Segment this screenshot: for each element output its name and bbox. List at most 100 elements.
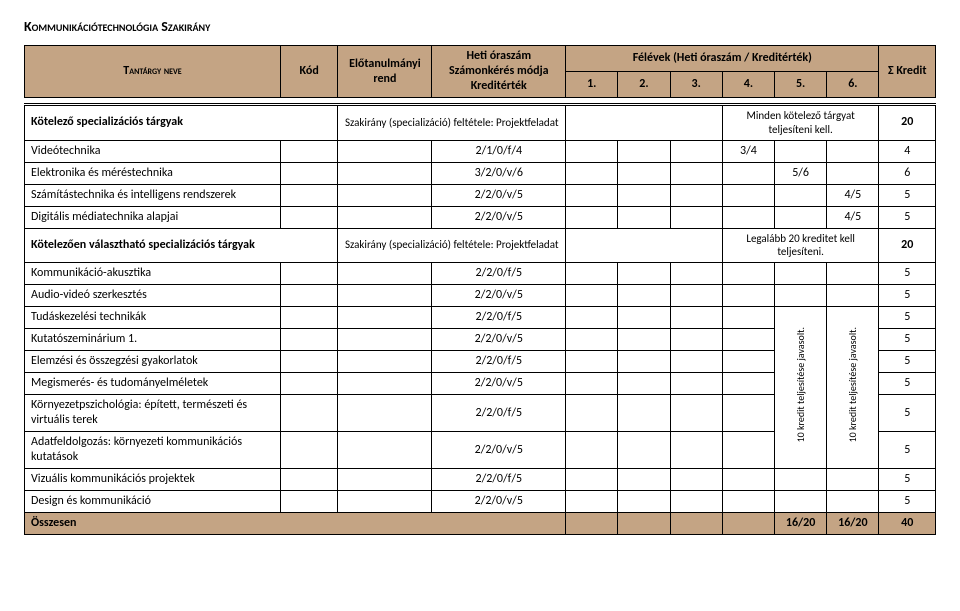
course-sum: 5 bbox=[879, 469, 936, 491]
course-weekly: 2/2/0/v/5 bbox=[432, 184, 566, 206]
sem-cell bbox=[566, 285, 618, 307]
sem-cell bbox=[722, 491, 774, 513]
table-row: Elektronika és méréstechnika3/2/0/v/65/6… bbox=[25, 162, 936, 184]
section-a-empty bbox=[566, 105, 723, 141]
course-prereq bbox=[338, 285, 432, 307]
sem-cell bbox=[566, 432, 618, 469]
sem-cell bbox=[670, 469, 722, 491]
course-weekly: 2/2/0/f/5 bbox=[432, 307, 566, 329]
sem-cell bbox=[566, 162, 618, 184]
sem-cell bbox=[618, 184, 670, 206]
table-row: Audio-videó szerkesztés 2/2/0/v/5 5 bbox=[25, 285, 936, 307]
sem-cell bbox=[775, 285, 827, 307]
course-prereq bbox=[338, 395, 432, 432]
course-code bbox=[280, 206, 337, 228]
course-sum: 4 bbox=[879, 140, 936, 162]
sem-cell bbox=[618, 285, 670, 307]
sem-cell bbox=[722, 351, 774, 373]
course-weekly: 2/2/0/v/5 bbox=[432, 329, 566, 351]
sem-cell bbox=[566, 329, 618, 351]
course-sum: 5 bbox=[879, 206, 936, 228]
course-weekly: 3/2/0/v/6 bbox=[432, 162, 566, 184]
course-name: Tudáskezelési technikák bbox=[25, 307, 281, 329]
sem-cell bbox=[827, 491, 879, 513]
course-sum: 5 bbox=[879, 395, 936, 432]
course-code bbox=[280, 373, 337, 395]
sem-cell bbox=[566, 263, 618, 285]
col-name: Tantárgy neve bbox=[25, 46, 281, 98]
section-a-name: Kötelező specializációs tárgyak bbox=[25, 105, 338, 141]
course-name: Környezetpszichológia: épített, természe… bbox=[25, 395, 281, 432]
sem-cell bbox=[618, 351, 670, 373]
sem-cell bbox=[722, 432, 774, 469]
course-name: Videótechnika bbox=[25, 140, 281, 162]
sem-cell bbox=[775, 263, 827, 285]
sem-cell bbox=[618, 140, 670, 162]
sem-cell bbox=[618, 469, 670, 491]
col-s6: 6. bbox=[827, 72, 879, 98]
section-a-row: Kötelező specializációs tárgyak Szakirán… bbox=[25, 105, 936, 141]
sem-cell bbox=[566, 351, 618, 373]
header-row-1: Tantárgy neve Kód Előtanulmányi rend Het… bbox=[25, 46, 936, 72]
course-sum: 5 bbox=[879, 285, 936, 307]
sem-cell bbox=[827, 140, 879, 162]
sem-cell bbox=[670, 140, 722, 162]
table-row: Tudáskezelési technikák2/2/0/f/510 kredi… bbox=[25, 307, 936, 329]
page-title: Kommunikációtechnológia Szakirány bbox=[24, 18, 936, 35]
sem-cell bbox=[827, 162, 879, 184]
sem-cell bbox=[618, 432, 670, 469]
section-b-empty bbox=[566, 228, 723, 263]
course-name: Kutatószeminárium 1. bbox=[25, 329, 281, 351]
sem-cell bbox=[722, 329, 774, 351]
col-s4: 4. bbox=[722, 72, 774, 98]
table-row: Design és kommunikáció2/2/0/v/55 bbox=[25, 491, 936, 513]
sem-cell bbox=[618, 329, 670, 351]
course-name: Digitális médiatechnika alapjai bbox=[25, 206, 281, 228]
course-name: Számítástechnika és intelligens rendszer… bbox=[25, 184, 281, 206]
course-prereq bbox=[338, 491, 432, 513]
section-a-note: Minden kötelező tárgyat teljesíteni kell… bbox=[722, 105, 879, 141]
sem-cell bbox=[566, 491, 618, 513]
course-code bbox=[280, 263, 337, 285]
sem-cell bbox=[618, 263, 670, 285]
course-name: Vizuális kommunikációs projektek bbox=[25, 469, 281, 491]
sem-cell bbox=[670, 491, 722, 513]
sem-cell bbox=[827, 469, 879, 491]
course-sum: 6 bbox=[879, 162, 936, 184]
course-weekly: 2/2/0/f/5 bbox=[432, 351, 566, 373]
course-prereq bbox=[338, 432, 432, 469]
course-code bbox=[280, 395, 337, 432]
section-b-name: Kötelezően választható specializációs tá… bbox=[25, 228, 338, 263]
course-code bbox=[280, 329, 337, 351]
course-name: Adatfeldolgozás: környezeti kommunikáció… bbox=[25, 432, 281, 469]
course-weekly: 2/2/0/f/5 bbox=[432, 395, 566, 432]
sem-cell bbox=[670, 206, 722, 228]
sem-cell bbox=[566, 184, 618, 206]
sem-cell bbox=[775, 140, 827, 162]
course-name: Kommunikáció-akusztika bbox=[25, 263, 281, 285]
sem-cell bbox=[670, 351, 722, 373]
table-row: Kommunikáció-akusztika2/2/0/f/55 bbox=[25, 263, 936, 285]
course-name: Elektronika és méréstechnika bbox=[25, 162, 281, 184]
sem-cell bbox=[775, 206, 827, 228]
course-prereq bbox=[338, 307, 432, 329]
sum-s4 bbox=[722, 513, 774, 535]
col-sum: Σ Kredit bbox=[879, 46, 936, 98]
course-prereq bbox=[338, 206, 432, 228]
course-weekly: 2/2/0/v/5 bbox=[432, 432, 566, 469]
sem-cell bbox=[670, 162, 722, 184]
spacer-row bbox=[25, 98, 936, 105]
course-sum: 5 bbox=[879, 373, 936, 395]
sum-s2 bbox=[618, 513, 670, 535]
course-weekly: 2/2/0/v/5 bbox=[432, 285, 566, 307]
sem-cell bbox=[566, 395, 618, 432]
sum-s3 bbox=[670, 513, 722, 535]
col-s5: 5. bbox=[775, 72, 827, 98]
course-prereq bbox=[338, 373, 432, 395]
course-name: Audio-videó szerkesztés bbox=[25, 285, 281, 307]
sem-cell bbox=[670, 373, 722, 395]
sem-cell bbox=[670, 285, 722, 307]
course-code bbox=[280, 432, 337, 469]
sem-cell bbox=[775, 469, 827, 491]
course-prereq bbox=[338, 140, 432, 162]
